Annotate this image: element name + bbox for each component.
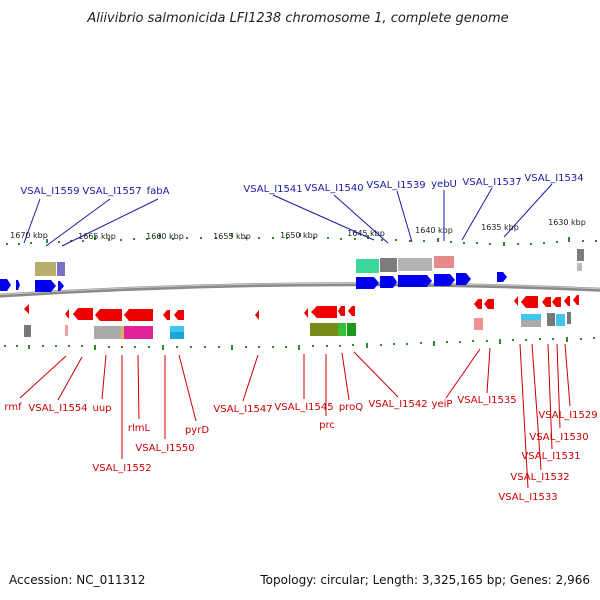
lower-feature-boxes bbox=[24, 312, 571, 339]
scale-label-1645: 1645 kbp bbox=[347, 229, 385, 238]
genome-summary: Topology: circular; Length: 3,325,165 bp… bbox=[260, 573, 590, 587]
gene-label-yeiP: yeiP bbox=[432, 399, 453, 410]
gene-label-rmf: rmf bbox=[4, 402, 22, 413]
gene-label-VSAL_I1535: VSAL_I1535 bbox=[457, 395, 516, 406]
gene-label-VSAL_I1539: VSAL_I1539 bbox=[366, 180, 425, 191]
gene-label-VSAL_I1554: VSAL_I1554 bbox=[28, 403, 87, 414]
lower-gene-leaders bbox=[19, 343, 571, 489]
gene-label-fabA: fabA bbox=[147, 186, 170, 197]
map-title: Aliivibrio salmonicida LFI1238 chromosom… bbox=[86, 11, 508, 26]
scale-label-1660: 1660 kbp bbox=[146, 232, 184, 241]
gene-label-VSAL_I1531: VSAL_I1531 bbox=[521, 451, 580, 462]
scale-label-1655: 1655 kbp bbox=[213, 232, 251, 241]
scale-labels: 1670 kbp 1665 kbp 1660 kbp 1655 kbp 1650… bbox=[10, 218, 586, 241]
gene-label-prc: prc bbox=[319, 420, 335, 431]
gene-label-VSAL_I1540: VSAL_I1540 bbox=[304, 183, 363, 194]
scale-label-1670: 1670 kbp bbox=[10, 231, 48, 240]
scale-label-1635: 1635 kbp bbox=[481, 223, 519, 232]
gene-label-VSAL_I1529: VSAL_I1529 bbox=[538, 410, 597, 421]
scale-label-1630: 1630 kbp bbox=[548, 218, 586, 227]
gene-label-VSAL_I1552: VSAL_I1552 bbox=[92, 463, 151, 474]
upper-gene-label-text: VSAL_I1559 VSAL_I1557 fabA VSAL_I1541 VS… bbox=[20, 173, 583, 197]
gene-label-proQ: proQ bbox=[339, 402, 363, 413]
gene-label-VSAL_I1541: VSAL_I1541 bbox=[243, 184, 302, 195]
gene-label-VSAL_I1537: VSAL_I1537 bbox=[462, 177, 521, 188]
gene-label-VSAL_I1532: VSAL_I1532 bbox=[510, 472, 569, 483]
scale-label-1640: 1640 kbp bbox=[415, 226, 453, 235]
gene-label-VSAL_I1545: VSAL_I1545 bbox=[274, 402, 333, 413]
gene-label-yebU: yebU bbox=[431, 179, 457, 190]
gene-label-uup: uup bbox=[92, 403, 111, 414]
gene-label-VSAL_I1557: VSAL_I1557 bbox=[82, 186, 141, 197]
scale-label-1650: 1650 kbp bbox=[280, 231, 318, 240]
forward-strand-genes bbox=[0, 272, 507, 292]
gene-label-VSAL_I1550: VSAL_I1550 bbox=[135, 443, 194, 454]
upper-tick-track bbox=[6, 233, 597, 246]
accession-label: Accession: NC_011312 bbox=[9, 573, 146, 587]
scale-label-1665: 1665 kbp bbox=[78, 232, 116, 241]
upper-gene-labels bbox=[23, 183, 553, 247]
gene-label-VSAL_I1533: VSAL_I1533 bbox=[498, 492, 557, 503]
chromosome-backbone bbox=[0, 282, 600, 298]
upper-feature-boxes bbox=[35, 249, 584, 276]
reverse-strand-genes bbox=[24, 295, 579, 321]
gene-label-pyrD: pyrD bbox=[185, 425, 209, 436]
gene-label-VSAL_I1534: VSAL_I1534 bbox=[524, 173, 583, 184]
gene-label-VSAL_I1559: VSAL_I1559 bbox=[20, 186, 79, 197]
gene-label-VSAL_I1530: VSAL_I1530 bbox=[529, 432, 588, 443]
chromosome-backbone-highlight bbox=[0, 282, 600, 296]
gene-label-VSAL_I1547: VSAL_I1547 bbox=[213, 404, 272, 415]
gene-label-VSAL_I1542: VSAL_I1542 bbox=[368, 399, 427, 410]
lower-gene-label-text: rmf VSAL_I1554 uup rlmL VSAL_I1552 VSAL_… bbox=[4, 395, 597, 503]
gene-label-rlmL: rlmL bbox=[128, 423, 151, 434]
lower-tick-track bbox=[4, 337, 595, 350]
